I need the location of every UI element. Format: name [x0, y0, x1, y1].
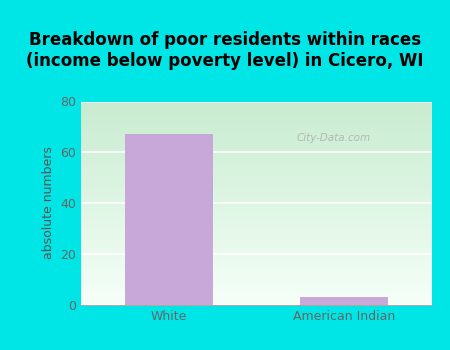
Text: City-Data.com: City-Data.com: [297, 133, 371, 143]
Text: Breakdown of poor residents within races
(income below poverty level) in Cicero,: Breakdown of poor residents within races…: [26, 31, 424, 70]
Y-axis label: absolute numbers: absolute numbers: [41, 147, 54, 259]
Bar: [301, 297, 388, 304]
Bar: [125, 134, 212, 304]
